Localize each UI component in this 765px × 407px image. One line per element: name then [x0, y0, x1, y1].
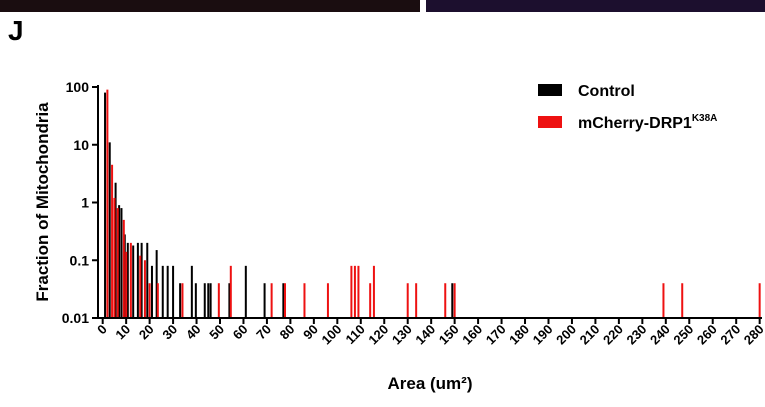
x-tick-label: 230 [624, 322, 650, 348]
bar [218, 283, 220, 318]
x-tick-label: 140 [412, 322, 438, 348]
y-tick-label: 0.1 [70, 252, 90, 268]
bar [195, 283, 197, 318]
x-tick-label: 210 [577, 322, 603, 348]
x-tick-label: 220 [600, 322, 626, 348]
bar [157, 283, 159, 318]
legend-name-sup: K38A [692, 113, 718, 124]
bar [120, 208, 122, 318]
x-tick-label: 150 [436, 322, 462, 348]
x-tick-label: 70 [253, 322, 274, 343]
x-tick-label: 20 [136, 322, 157, 343]
x-tick-label: 200 [553, 322, 579, 348]
bar [415, 283, 417, 318]
x-tick-label: 40 [183, 322, 204, 343]
bar [106, 90, 108, 318]
bar [662, 283, 664, 318]
x-tick-label: 160 [459, 322, 485, 348]
bar [125, 252, 127, 318]
bar [130, 243, 132, 318]
bar [144, 260, 146, 318]
bar [369, 283, 371, 318]
bar [245, 266, 247, 318]
bar [264, 283, 266, 318]
y-tick-label: 10 [73, 137, 89, 153]
legend-label: Control [578, 83, 635, 100]
bar [181, 283, 183, 318]
bar [151, 266, 153, 318]
x-tick-label: 80 [277, 322, 298, 343]
legend-swatch [538, 116, 562, 128]
bar [149, 283, 151, 318]
bar [146, 243, 148, 318]
bar [207, 283, 209, 318]
bar [357, 266, 359, 318]
x-tick-label: 130 [389, 322, 415, 348]
bar [109, 142, 111, 318]
bar [132, 246, 134, 318]
panel-label: J [8, 15, 24, 46]
bar [191, 266, 193, 318]
bar [327, 283, 329, 318]
bar [104, 93, 106, 318]
bar [111, 165, 113, 318]
x-tick-label: 10 [112, 322, 133, 343]
bar [204, 283, 206, 318]
y-tick-label: 1 [81, 195, 89, 211]
bar [354, 266, 356, 318]
bar [230, 266, 232, 318]
x-tick-label: 90 [300, 322, 321, 343]
bar [179, 283, 181, 318]
legend-label: mCherry-DRP1K38A [578, 113, 717, 132]
bar [444, 283, 446, 318]
bar [167, 266, 169, 318]
bar [139, 256, 141, 318]
y-axis-label: Fraction of Mitochondria [33, 102, 52, 302]
x-tick-label: 280 [741, 322, 765, 348]
bar [172, 266, 174, 318]
x-tick-label: 260 [694, 322, 720, 348]
y-tick-label: 100 [66, 79, 90, 95]
bar [210, 283, 212, 318]
x-tick-label: 110 [342, 322, 367, 347]
x-tick-label: 240 [647, 322, 673, 348]
bar [137, 243, 139, 318]
image-strip [426, 0, 765, 12]
y-tick-label: 0.01 [62, 310, 89, 326]
chart: J Fraction of Mitochondria Area (um²) 0.… [0, 0, 765, 402]
bar [454, 283, 456, 318]
legend-swatch [538, 84, 562, 96]
x-tick-label: 100 [318, 322, 344, 348]
x-tick-label: 190 [530, 322, 556, 348]
x-tick-label: 120 [365, 322, 391, 348]
image-strip [0, 0, 420, 12]
x-tick-label: 170 [483, 322, 509, 348]
bar [303, 283, 305, 318]
bar [113, 198, 115, 318]
x-tick-label: 30 [159, 322, 180, 343]
bar [407, 283, 409, 318]
bar [271, 283, 273, 318]
x-tick-label: 180 [506, 322, 532, 348]
x-tick-label: 60 [230, 322, 251, 343]
bar [284, 283, 286, 318]
page: {"chart_data": { "type": "bar", "panel_l… [0, 0, 765, 402]
bar [162, 266, 164, 318]
x-tick-label: 50 [206, 322, 227, 343]
x-tick-label: 270 [717, 322, 743, 348]
bar [350, 266, 352, 318]
bar [123, 220, 125, 318]
bar [451, 283, 453, 318]
bar [759, 283, 761, 318]
bar [373, 266, 375, 318]
x-axis-label: Area (um²) [387, 374, 472, 393]
legend-name: mCherry-DRP1 [578, 115, 692, 132]
bar [681, 283, 683, 318]
legend-name: Control [578, 83, 635, 100]
bar [117, 208, 119, 318]
x-tick-label: 250 [670, 322, 696, 348]
